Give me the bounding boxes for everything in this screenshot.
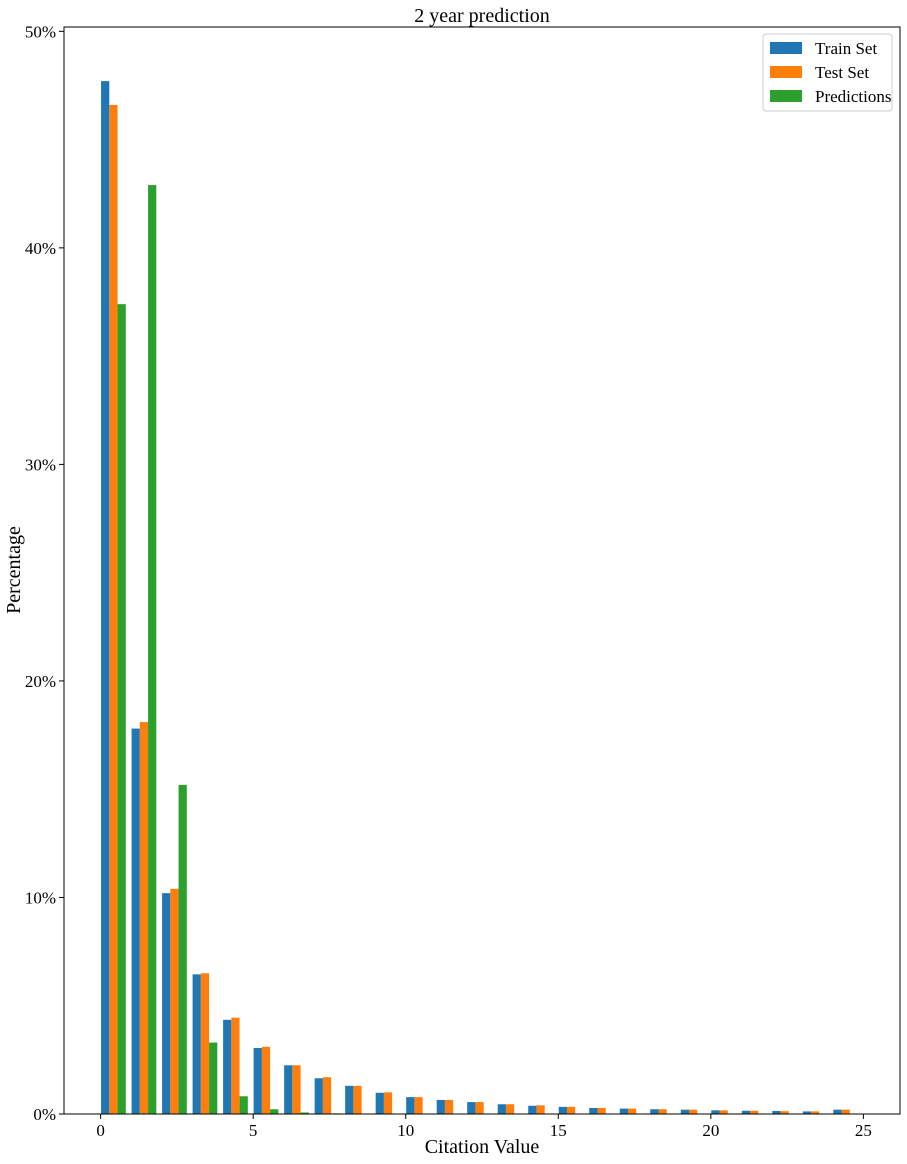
bar-test-set-13 [505, 1104, 515, 1114]
bar-predictions-1 [148, 185, 157, 1114]
y-tick-label: 0% [33, 1105, 56, 1124]
bar-test-set-17 [627, 1108, 637, 1114]
x-tick-label: 10 [397, 1121, 414, 1140]
bar-train-set-4 [223, 1019, 232, 1114]
y-tick-label: 30% [25, 455, 56, 474]
legend-entry-predictions: Predictions [770, 87, 892, 106]
bar-test-set-4 [231, 1017, 240, 1114]
bar-train-set-19 [680, 1109, 690, 1114]
bar-train-set-24 [833, 1109, 842, 1114]
legend-swatch-test-set [770, 66, 802, 78]
bar-train-set-6 [284, 1065, 293, 1114]
bar-train-set-2 [162, 893, 171, 1114]
bar-test-set-2 [170, 888, 179, 1114]
bar-test-set-20 [719, 1110, 728, 1114]
bar-test-set-8 [353, 1085, 362, 1114]
bar-predictions-6 [300, 1112, 309, 1114]
x-ticks-group: 0 5 10 15 20 25 [96, 1114, 872, 1140]
bar-train-set-5 [253, 1047, 262, 1114]
bar-test-set-7 [322, 1077, 332, 1114]
bar-test-set-16 [597, 1107, 606, 1114]
y-tick-label: 40% [25, 239, 56, 258]
bar-train-set-1 [131, 728, 140, 1114]
bar-train-set-17 [619, 1108, 628, 1114]
bar-test-set-18 [658, 1109, 667, 1114]
legend-label-test-set: Test Set [815, 63, 869, 82]
bar-test-set-24 [841, 1109, 850, 1114]
bar-predictions-4 [239, 1096, 248, 1114]
bar-predictions-3 [209, 1042, 218, 1114]
bar-test-set-12 [475, 1102, 484, 1114]
legend-swatch-train-set [770, 42, 802, 54]
bar-test-set-5 [261, 1046, 271, 1114]
x-tick-label: 25 [855, 1121, 872, 1140]
bar-test-set-6 [292, 1065, 301, 1114]
bar-train-set-21 [741, 1110, 751, 1114]
bar-test-set-1 [139, 722, 149, 1114]
bar-test-set-3 [200, 973, 210, 1114]
x-axis-title: Citation Value [425, 1136, 540, 1158]
bar-train-set-7 [314, 1078, 323, 1114]
legend-entry-test-set: Test Set [770, 63, 869, 82]
plot-area-frame [63, 26, 901, 1115]
bar-test-set-21 [750, 1110, 759, 1114]
bar-train-set-11 [436, 1099, 445, 1114]
y-ticks-group: 0% 10% 20% 30% 40% 50% [25, 22, 64, 1124]
y-tick-label: 20% [25, 672, 56, 691]
bar-test-set-11 [444, 1099, 454, 1114]
bar-test-set-10 [414, 1097, 423, 1114]
bar-test-set-23 [811, 1111, 820, 1114]
legend: Train Set Test Set Predictions [762, 33, 893, 112]
bar-test-set-0 [109, 104, 118, 1114]
bar-train-set-13 [497, 1104, 506, 1114]
bar-test-set-19 [689, 1109, 698, 1114]
bar-test-set-9 [383, 1092, 393, 1114]
bar-predictions-5 [270, 1109, 279, 1114]
bar-predictions-2 [178, 784, 187, 1114]
bar-train-set-22 [772, 1110, 781, 1114]
bar-train-set-23 [802, 1111, 812, 1114]
legend-label-train-set: Train Set [815, 39, 877, 58]
x-tick-label: 20 [702, 1121, 719, 1140]
bar-predictions-0 [117, 304, 126, 1114]
bar-train-set-14 [528, 1105, 537, 1114]
x-tick-label: 5 [249, 1121, 258, 1140]
x-tick-label: 0 [96, 1121, 105, 1140]
chart-title: 2 year prediction [414, 5, 550, 27]
bar-train-set-20 [711, 1110, 720, 1114]
x-tick-label: 15 [550, 1121, 567, 1140]
bar-train-set-0 [101, 81, 110, 1114]
bar-train-set-18 [650, 1109, 659, 1114]
bar-train-set-9 [375, 1092, 384, 1114]
bar-train-set-8 [345, 1085, 354, 1114]
bar-train-set-12 [467, 1102, 476, 1114]
legend-entry-train-set: Train Set [770, 39, 877, 58]
bar-train-set-15 [558, 1106, 567, 1114]
bar-test-set-15 [566, 1106, 576, 1114]
legend-label-predictions: Predictions [815, 87, 892, 106]
bars-group [101, 81, 850, 1114]
bar-test-set-14 [536, 1105, 545, 1114]
bar-train-set-16 [589, 1107, 598, 1114]
y-axis-title: Percentage [3, 526, 25, 614]
legend-swatch-predictions [770, 90, 802, 102]
y-tick-label: 50% [25, 22, 56, 41]
bar-train-set-3 [192, 974, 201, 1114]
bar-train-set-10 [406, 1097, 415, 1114]
bar-test-set-22 [780, 1111, 789, 1114]
y-tick-label: 10% [25, 888, 56, 907]
